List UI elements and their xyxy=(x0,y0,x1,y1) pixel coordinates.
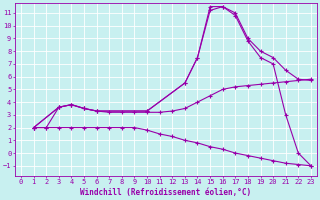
X-axis label: Windchill (Refroidissement éolien,°C): Windchill (Refroidissement éolien,°C) xyxy=(80,188,252,197)
